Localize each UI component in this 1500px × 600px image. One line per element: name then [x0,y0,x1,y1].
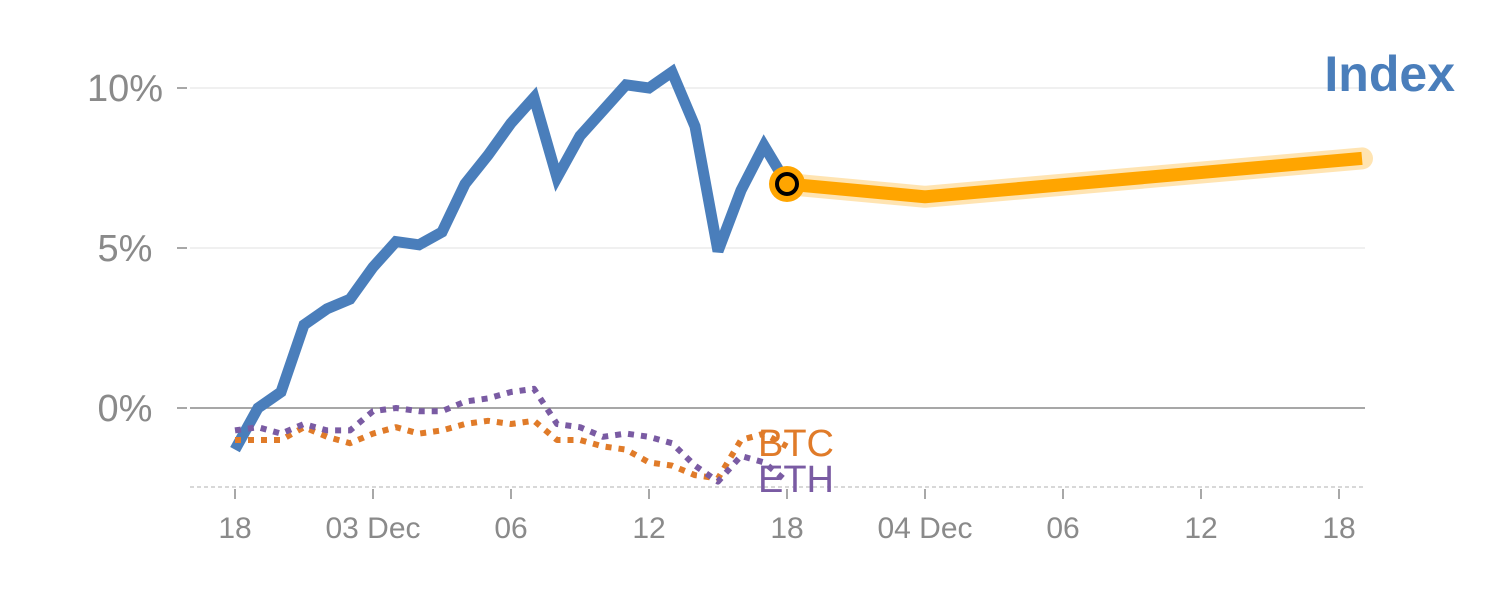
x-tick-label: 18 [218,512,251,545]
y-tick-label: 5% [98,228,153,270]
index-line [230,63,792,453]
btc-line [235,417,789,482]
y-tick-label: 0% [98,388,153,430]
series-layer [230,63,1373,485]
x-tick-label: 18 [770,512,803,545]
x-tick-label: 04 Dec [877,512,972,545]
x-tick-label: 03 Dec [325,512,420,545]
x-tick-label: 12 [632,512,665,545]
eth-line [234,385,789,485]
btc-series-label: BTC [758,423,834,465]
x-axis: 18 03 Dec 06 12 18 04 Dec 06 12 18 [190,486,1365,545]
y-axis: 10% 5% 0% [87,68,187,430]
current-point-marker [775,172,799,196]
eth-series-label: ETH [758,459,834,501]
x-tick-label: 06 [494,512,527,545]
y-tick-label: 10% [87,68,163,110]
marker-layer [769,166,805,202]
chart-title: Index [1324,46,1455,102]
x-tick-label: 06 [1046,512,1079,545]
forecast-line [786,151,1363,204]
x-tick-label: 18 [1322,512,1355,545]
gridlines [190,87,1365,409]
x-tick-label: 12 [1184,512,1217,545]
